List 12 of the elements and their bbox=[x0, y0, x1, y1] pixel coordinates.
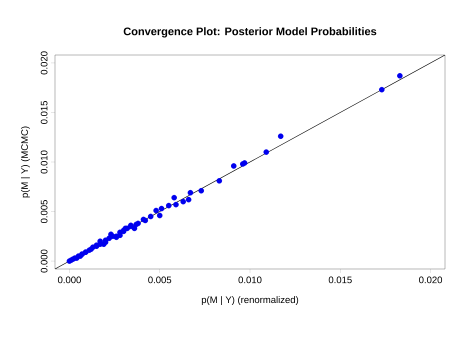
x-tick-label: 0.020 bbox=[419, 276, 442, 284]
y-tick-label: 0.010 bbox=[40, 150, 48, 174]
x-axis-title: p(M | Y) (renormalized) bbox=[202, 296, 298, 306]
x-tick-label: 0.010 bbox=[238, 276, 262, 284]
y-tick-label: 0.015 bbox=[40, 100, 48, 124]
x-tick-label: 0.000 bbox=[58, 276, 81, 284]
y-tick-label: 0.020 bbox=[40, 51, 48, 74]
y-axis-title: p(M | Y) (MCMC) bbox=[20, 126, 30, 198]
x-tick-label: 0.005 bbox=[148, 276, 172, 284]
y-tick-label: 0.005 bbox=[40, 200, 48, 224]
chart-title: Convergence Plot: Posterior Model Probabilities bbox=[124, 27, 376, 38]
x-tick-label: 0.015 bbox=[328, 276, 352, 284]
